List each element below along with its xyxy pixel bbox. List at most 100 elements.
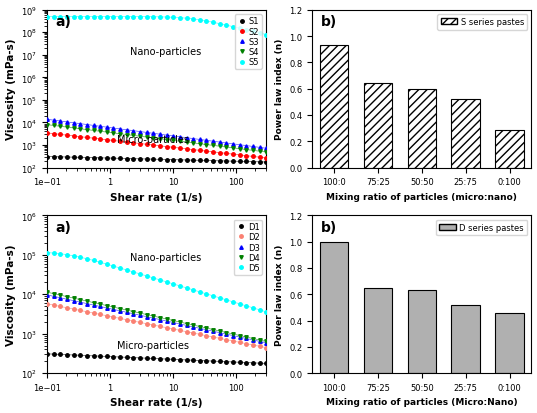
- D3: [245, 337, 252, 342]
- S1: [245, 160, 252, 165]
- Y-axis label: Power law index (n): Power law index (n): [274, 39, 284, 140]
- S1: [44, 154, 50, 159]
- Line: D5: D5: [45, 251, 268, 314]
- D5: [175, 283, 181, 288]
- D4: [252, 337, 258, 342]
- S5: [175, 16, 181, 21]
- S3: [175, 135, 181, 140]
- Y-axis label: Viscosity (mPa-s): Viscosity (mPa-s): [5, 39, 16, 140]
- Legend: D series pastes: D series pastes: [436, 220, 527, 236]
- D3: [95, 304, 101, 309]
- D3: [263, 341, 270, 346]
- D5: [245, 304, 252, 309]
- S4: [44, 123, 50, 128]
- D4: [157, 315, 163, 320]
- S2: [252, 155, 258, 160]
- D1: [175, 357, 181, 362]
- S5: [245, 29, 252, 34]
- Bar: [364, 289, 392, 373]
- S5: [95, 15, 101, 20]
- Bar: [320, 45, 349, 168]
- Text: a): a): [56, 221, 71, 235]
- S4: [263, 150, 270, 155]
- Line: S3: S3: [45, 118, 268, 151]
- D4: [245, 335, 252, 340]
- S1: [95, 156, 101, 161]
- Line: S4: S4: [45, 123, 268, 154]
- Line: D1: D1: [45, 352, 268, 365]
- D5: [95, 259, 101, 264]
- D1: [157, 356, 163, 361]
- S5: [86, 15, 92, 20]
- S1: [175, 158, 181, 163]
- Legend: S1, S2, S3, S4, S5: S1, S2, S3, S4, S5: [235, 15, 262, 70]
- Text: Micro-particles: Micro-particles: [117, 135, 189, 145]
- S2: [245, 154, 252, 159]
- Bar: [495, 313, 524, 373]
- Text: a): a): [56, 15, 71, 29]
- D3: [44, 293, 50, 298]
- S1: [252, 160, 258, 165]
- S2: [95, 137, 101, 142]
- Bar: [320, 242, 349, 373]
- S2: [175, 146, 181, 151]
- Bar: [408, 90, 436, 168]
- D3: [175, 321, 181, 326]
- D2: [245, 342, 252, 347]
- Line: D4: D4: [45, 291, 268, 343]
- S2: [263, 156, 270, 161]
- S1: [86, 156, 92, 161]
- D2: [44, 301, 50, 306]
- D5: [252, 306, 258, 311]
- Line: S1: S1: [45, 155, 268, 164]
- Bar: [495, 131, 524, 168]
- D4: [86, 299, 92, 304]
- S3: [245, 144, 252, 149]
- D4: [44, 290, 50, 295]
- Bar: [364, 83, 392, 168]
- S3: [252, 145, 258, 150]
- D1: [245, 360, 252, 365]
- Bar: [452, 305, 480, 373]
- D4: [95, 301, 101, 306]
- D5: [44, 251, 50, 256]
- D5: [86, 257, 92, 262]
- S3: [95, 124, 101, 129]
- D1: [263, 361, 270, 366]
- D1: [95, 354, 101, 358]
- D1: [252, 361, 258, 366]
- S3: [157, 133, 163, 138]
- S5: [157, 15, 163, 20]
- D4: [175, 319, 181, 324]
- D2: [263, 345, 270, 350]
- D5: [157, 278, 163, 283]
- D1: [44, 351, 50, 356]
- Text: b): b): [321, 15, 337, 29]
- S1: [263, 160, 270, 165]
- D2: [86, 310, 92, 315]
- Y-axis label: Viscosity (mPa-s): Viscosity (mPa-s): [5, 244, 16, 345]
- S4: [95, 129, 101, 134]
- S2: [44, 131, 50, 136]
- D2: [252, 343, 258, 348]
- S4: [252, 149, 258, 154]
- Text: Nano-particles: Nano-particles: [130, 252, 201, 262]
- S3: [44, 118, 50, 123]
- Text: Nano-particles: Nano-particles: [130, 47, 201, 57]
- S4: [245, 148, 252, 153]
- Text: b): b): [321, 221, 337, 235]
- S3: [86, 123, 92, 128]
- D3: [86, 302, 92, 307]
- Legend: S series pastes: S series pastes: [437, 15, 527, 31]
- Line: D3: D3: [45, 294, 268, 345]
- S4: [86, 128, 92, 133]
- S5: [263, 33, 270, 38]
- X-axis label: Mixing ratio of particles (Micro:Nano): Mixing ratio of particles (Micro:Nano): [326, 397, 518, 406]
- S3: [263, 146, 270, 151]
- Y-axis label: Power law index (n): Power law index (n): [274, 244, 284, 345]
- D3: [157, 317, 163, 322]
- S1: [157, 157, 163, 162]
- S4: [157, 137, 163, 142]
- Bar: [408, 290, 436, 373]
- D2: [157, 324, 163, 329]
